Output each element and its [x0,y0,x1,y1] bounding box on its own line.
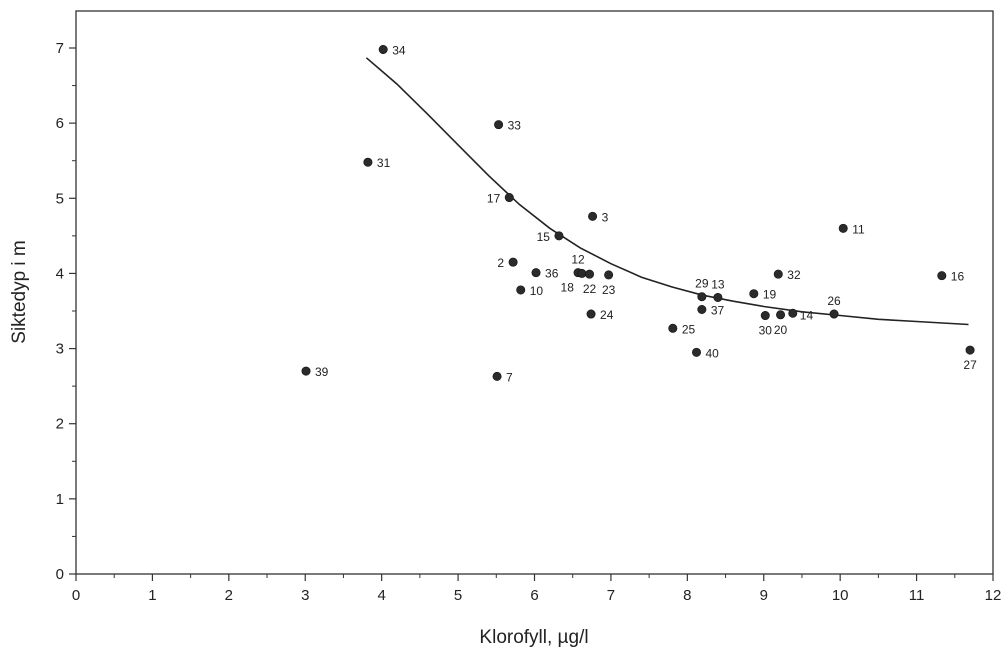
point-label: 25 [682,322,696,336]
point-label: 20 [774,323,788,337]
point-label: 19 [763,288,777,302]
data-point [713,292,723,302]
data-point [492,371,502,381]
x-tick-label: 0 [72,587,80,604]
x-tick-label: 11 [909,587,925,604]
point-label: 13 [711,277,725,291]
point-label: 3 [602,210,609,224]
x-tick-label: 9 [760,587,768,604]
y-tick-label: 4 [56,265,64,282]
point-label: 10 [530,284,544,298]
data-point [588,211,598,221]
data-point [829,309,839,319]
x-tick-label: 12 [985,587,1002,604]
point-label: 32 [787,268,801,282]
y-tick-label: 7 [56,40,64,57]
x-tick-label: 6 [530,587,538,604]
point-label: 27 [963,358,977,372]
point-label: 12 [571,253,585,267]
data-point [697,292,707,302]
point-label: 39 [315,365,329,379]
y-tick-label: 1 [56,491,64,508]
data-point [697,304,707,314]
data-point [788,308,798,318]
data-point [773,269,783,279]
y-tick-label: 0 [56,566,64,583]
data-point [692,347,702,357]
point-label: 40 [706,346,720,360]
data-point [531,268,541,278]
x-tick-label: 2 [225,587,233,604]
x-tick-label: 4 [377,587,385,604]
data-point [604,270,614,280]
x-tick-label: 3 [301,587,309,604]
point-label: 37 [711,303,725,317]
data-point [585,269,595,279]
point-label: 34 [392,44,406,58]
point-label: 15 [537,230,551,244]
data-point [516,285,526,295]
x-tick-label: 1 [148,587,156,604]
data-point [378,45,388,55]
data-point [668,323,678,333]
data-point [586,309,596,319]
data-point [760,311,770,321]
x-tick-label: 5 [454,587,462,604]
data-point [554,231,564,241]
point-label: 26 [827,294,841,308]
data-point [577,268,587,278]
data-point [363,157,373,167]
y-axis-title: Siktedyp i m [9,240,30,343]
point-labels: 34 33 31 17 3 11 15 2 36 12 18 22 23 32 16 10 19 29 13 37 24… [315,44,977,385]
data-point [749,289,759,299]
x-axis-title: Klorofyll, µg/l [479,627,588,648]
point-label: 29 [695,277,709,291]
y-tick-label: 2 [56,416,64,433]
point-label: 36 [545,267,559,281]
axis-ticks [69,47,994,581]
point-label: 30 [759,324,773,338]
trend-curve [365,57,969,326]
x-tick-label: 10 [832,587,849,604]
y-tick-label: 3 [56,341,64,358]
point-label: 17 [487,192,501,206]
x-axis-tick-labels: 0 1 2 3 4 5 6 7 8 9 10 11 12 [72,587,1002,604]
point-label: 31 [377,156,391,170]
x-tick-label: 7 [607,587,615,604]
data-point [838,223,848,233]
point-label: 24 [600,308,614,322]
point-label: 14 [800,308,814,322]
data-point [508,257,518,267]
point-label: 7 [506,370,513,384]
data-point [494,120,504,130]
point-label: 18 [561,280,575,294]
y-tick-label: 6 [56,115,64,132]
y-axis-tick-labels: 0 1 2 3 4 5 6 7 [56,40,64,583]
data-point [965,345,975,355]
point-label: 23 [602,283,616,297]
point-label: 22 [583,282,597,296]
x-tick-label: 8 [683,587,691,604]
data-points [301,45,975,381]
point-label: 2 [497,256,504,270]
data-point [301,366,311,376]
data-point [504,193,514,203]
y-tick-label: 5 [56,190,64,207]
point-label: 33 [508,119,522,133]
point-label: 11 [852,222,865,236]
data-point [937,271,947,281]
point-label: 16 [951,270,965,284]
data-point [776,310,786,320]
